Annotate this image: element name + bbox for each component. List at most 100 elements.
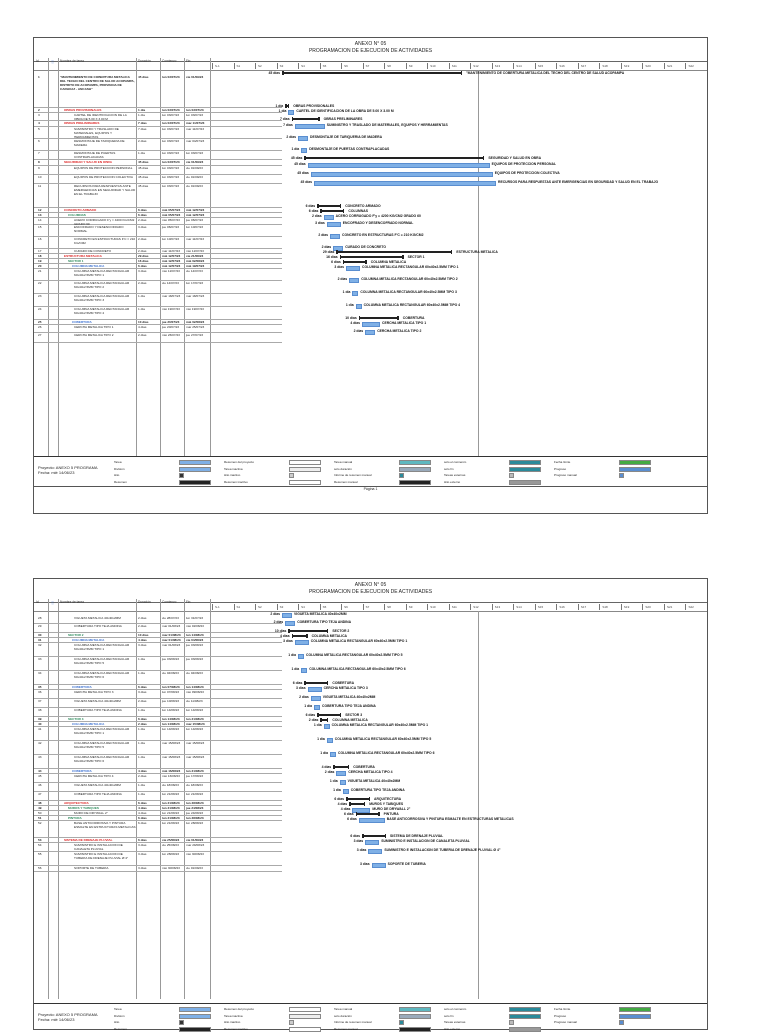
summary-bar[interactable] bbox=[285, 104, 290, 108]
task-bar[interactable] bbox=[298, 136, 308, 141]
table-row[interactable]: 40 COLUMNA METALICA 2 días lun 14/08/23 … bbox=[34, 721, 282, 727]
table-row[interactable]: 55 SUMINISTRO E INSTALACION DE TUBERIA D… bbox=[34, 851, 282, 866]
task-bar[interactable] bbox=[323, 215, 334, 220]
summary-bar[interactable] bbox=[291, 634, 308, 638]
table-row[interactable]: 17 CURADO DE CONCRETO 2 días mar 11/07/2… bbox=[34, 248, 282, 254]
task-bar[interactable] bbox=[371, 863, 386, 868]
task-bar[interactable] bbox=[333, 246, 344, 251]
table-row[interactable]: 12 CONCRETO ARMADO 6 días mié 05/07/23 m… bbox=[34, 207, 282, 213]
table-row[interactable]: 11 RECURSOS PARA RESPUESTAS ANTE EMERGEN… bbox=[34, 183, 282, 208]
table-row[interactable]: 26 CERCHA METALICA TIPO 1 4 días jue 20/… bbox=[34, 324, 282, 333]
table-row[interactable]: 44 COBERTURA 4 días mié 16/08/23 lun 21/… bbox=[34, 768, 282, 774]
task-bar[interactable] bbox=[358, 818, 385, 823]
task-bar[interactable] bbox=[365, 330, 376, 335]
task-bar[interactable] bbox=[294, 124, 325, 129]
table-row[interactable]: 27 CERCHA METALICA TIPO 2 2 días mié 26/… bbox=[34, 332, 282, 343]
table-row[interactable]: 7 DESMONTAJE DE PUERTAS CONTRAPLACADAS 1… bbox=[34, 150, 282, 160]
task-bar[interactable] bbox=[285, 621, 296, 626]
table-row[interactable]: 56 SOPORTE DE TUBERIA 3 días mié 30/08/2… bbox=[34, 865, 282, 872]
table-row[interactable]: 53 SISTEMA DE DRENAJE PLUVIAL 6 días vie… bbox=[34, 837, 282, 843]
table-row[interactable]: 51 PINTURA 6 días lun 21/08/23 lun 28/08… bbox=[34, 815, 282, 821]
table-row[interactable]: 28 VIGUETA METALICA 40x40x2MM 2 días vie… bbox=[34, 615, 282, 624]
summary-bar[interactable] bbox=[355, 812, 380, 816]
table-row[interactable]: 35 COBERTURA 6 días lun 07/08/23 lun 14/… bbox=[34, 684, 282, 690]
task-bar[interactable] bbox=[349, 278, 360, 283]
table-row[interactable]: 14 ACERO CORRUGADO F'y = 4200 KG/CM2 GRA… bbox=[34, 217, 282, 226]
summary-bar[interactable] bbox=[346, 797, 370, 801]
table-row[interactable]: 50 MURO DE DRYWALL 2" 4 días lun 21/08/2… bbox=[34, 810, 282, 816]
task-bar[interactable] bbox=[310, 696, 321, 701]
table-row[interactable]: 48 ARQUITECTURA 6 días lun 21/08/23 lun … bbox=[34, 800, 282, 806]
task-bar[interactable] bbox=[301, 148, 308, 153]
table-row[interactable]: 6 DESMONTAJE DE TARIQUERIA DE MADERA 2 d… bbox=[34, 138, 282, 151]
summary-bar[interactable] bbox=[358, 316, 399, 320]
task-bar[interactable] bbox=[326, 738, 333, 743]
summary-bar[interactable] bbox=[304, 156, 485, 160]
table-row[interactable]: 31 COLUMNA METALICA 4 días mar 01/08/23 … bbox=[34, 637, 282, 643]
summary-bar[interactable] bbox=[282, 71, 462, 75]
task-bar[interactable] bbox=[282, 613, 292, 618]
table-row[interactable]: 24 COLUMNA METALICA RECTANGULAR 60x40x2.… bbox=[34, 306, 282, 320]
table-row[interactable]: 52 BASE ANTICORROSIVA Y PINTURA ESMALTE … bbox=[34, 820, 282, 838]
task-bar[interactable] bbox=[362, 322, 380, 327]
task-bar[interactable] bbox=[330, 752, 336, 757]
table-row[interactable]: 25 COBERTURA 10 días jue 20/07/23 mié 02… bbox=[34, 319, 282, 325]
task-bar[interactable] bbox=[314, 181, 496, 186]
table-row[interactable]: 2 OBRAS PROVISIONALES 1 día lun 03/07/23… bbox=[34, 107, 282, 113]
task-bar[interactable] bbox=[352, 291, 359, 296]
task-bar[interactable] bbox=[294, 640, 309, 645]
task-bar[interactable] bbox=[301, 668, 308, 673]
table-row[interactable]: 30 SECTOR 2 10 días mar 01/08/23 lun 14/… bbox=[34, 632, 282, 638]
table-row[interactable]: 10 EQUIPOS DE PROTECCION COLECTIVA 45 dí… bbox=[34, 174, 282, 184]
task-bar[interactable] bbox=[298, 654, 304, 659]
table-row[interactable]: 39 SECTOR 3 6 días lun 14/08/23 lun 21/0… bbox=[34, 716, 282, 722]
table-row[interactable]: 8 SEGURIDAD Y SALUD EN OBRA 45 días lun … bbox=[34, 159, 282, 166]
summary-bar[interactable] bbox=[336, 250, 453, 254]
summary-bar[interactable] bbox=[320, 209, 345, 213]
table-row[interactable]: 4 OBRAS PRELIMINARES 7 días lun 03/07/23… bbox=[34, 120, 282, 127]
task-bar[interactable] bbox=[352, 808, 371, 813]
table-row[interactable]: 37 VIGUETA METALICA 40x40x2MM 2 días jue… bbox=[34, 698, 282, 708]
table-row[interactable]: 54 SUMINISTRO E INSTALACION DE CANALETA … bbox=[34, 842, 282, 852]
summary-bar[interactable] bbox=[342, 260, 367, 264]
table-row[interactable]: 13 COLUMNAS 6 días mié 05/07/23 mié 12/0… bbox=[34, 212, 282, 218]
summary-bar[interactable] bbox=[320, 718, 329, 722]
table-row[interactable]: 18 ESTRUCTURA METALICA 29 días mié 12/07… bbox=[34, 253, 282, 259]
table-row[interactable]: 23 COLUMNA METALICA RECTANGULAR 60x40x2.… bbox=[34, 293, 282, 307]
table-row[interactable]: 3 CARTEL DE IDENTIFICACION DE LA OBRA DE… bbox=[34, 112, 282, 121]
table-row[interactable]: 15 ENCOFRADO Y DESENCOFRADO NORMAL 3 día… bbox=[34, 224, 282, 237]
table-row[interactable]: 19 SECTOR 1 16 días mié 12/07/23 mié 02/… bbox=[34, 258, 282, 264]
summary-bar[interactable] bbox=[317, 204, 342, 208]
table-row[interactable]: 29 COBERTURA TIPO TEJA ANDINA 2 días mar… bbox=[34, 623, 282, 633]
table-row[interactable]: 33 COLUMNA METALICA RECTANGULAR 60x40x2.… bbox=[34, 656, 282, 671]
table-row[interactable]: 34 COLUMNA METALICA RECTANGULAR 60x40x2.… bbox=[34, 670, 282, 685]
table-row[interactable]: 41 COLUMNA METALICA RECTANGULAR 60x40x2.… bbox=[34, 726, 282, 741]
table-row[interactable]: 45 CERCHA METALICA TIPO 4 2 días mié 16/… bbox=[34, 773, 282, 783]
summary-bar[interactable] bbox=[349, 802, 366, 806]
task-bar[interactable] bbox=[336, 771, 347, 776]
task-bar[interactable] bbox=[323, 724, 330, 729]
table-row[interactable]: 9 EQUIPOS DE PROTECCION PERSONAL 45 días… bbox=[34, 165, 282, 175]
task-bar[interactable] bbox=[342, 789, 349, 794]
table-row[interactable]: 21 COLUMNA METALICA RECTANGULAR 60x40x2.… bbox=[34, 268, 282, 281]
task-bar[interactable] bbox=[365, 840, 380, 845]
table-row[interactable]: 32 COLUMNA METALICA RECTANGULAR 60x40x2.… bbox=[34, 642, 282, 657]
summary-bar[interactable] bbox=[288, 629, 329, 633]
summary-bar[interactable] bbox=[362, 834, 386, 838]
table-row[interactable]: 16 CONCRETO EN ESTRUCTURAS F'C = 210 KG/… bbox=[34, 236, 282, 249]
table-row[interactable]: 22 COLUMNA METALICA RECTANGULAR 60x40x2.… bbox=[34, 280, 282, 294]
task-bar[interactable] bbox=[339, 780, 346, 785]
task-bar[interactable] bbox=[346, 266, 360, 271]
task-bar[interactable] bbox=[307, 163, 490, 168]
summary-bar[interactable] bbox=[317, 713, 342, 717]
table-row[interactable]: 42 COLUMNA METALICA RECTANGULAR 60x40x2.… bbox=[34, 740, 282, 755]
table-row[interactable]: 5 SUMINISTRO Y TRASLADO DE MATERIALES, E… bbox=[34, 126, 282, 139]
task-bar[interactable] bbox=[307, 687, 322, 692]
summary-bar[interactable] bbox=[339, 255, 404, 259]
table-row[interactable]: 46 VIGUETA METALICA 40x40x2MM 1 día vie … bbox=[34, 782, 282, 792]
table-row[interactable]: 49 MUROS Y TABIQUES 4 días lun 21/08/23 … bbox=[34, 805, 282, 811]
summary-bar[interactable] bbox=[333, 765, 350, 769]
table-row[interactable]: 47 COBERTURA TIPO TEJA ANDINA 1 día lun … bbox=[34, 791, 282, 801]
table-row[interactable]: 38 COBERTURA TIPO TEJA ANDINA 1 día lun … bbox=[34, 707, 282, 717]
table-row[interactable]: 43 COLUMNA METALICA RECTANGULAR 60x40x2.… bbox=[34, 754, 282, 769]
